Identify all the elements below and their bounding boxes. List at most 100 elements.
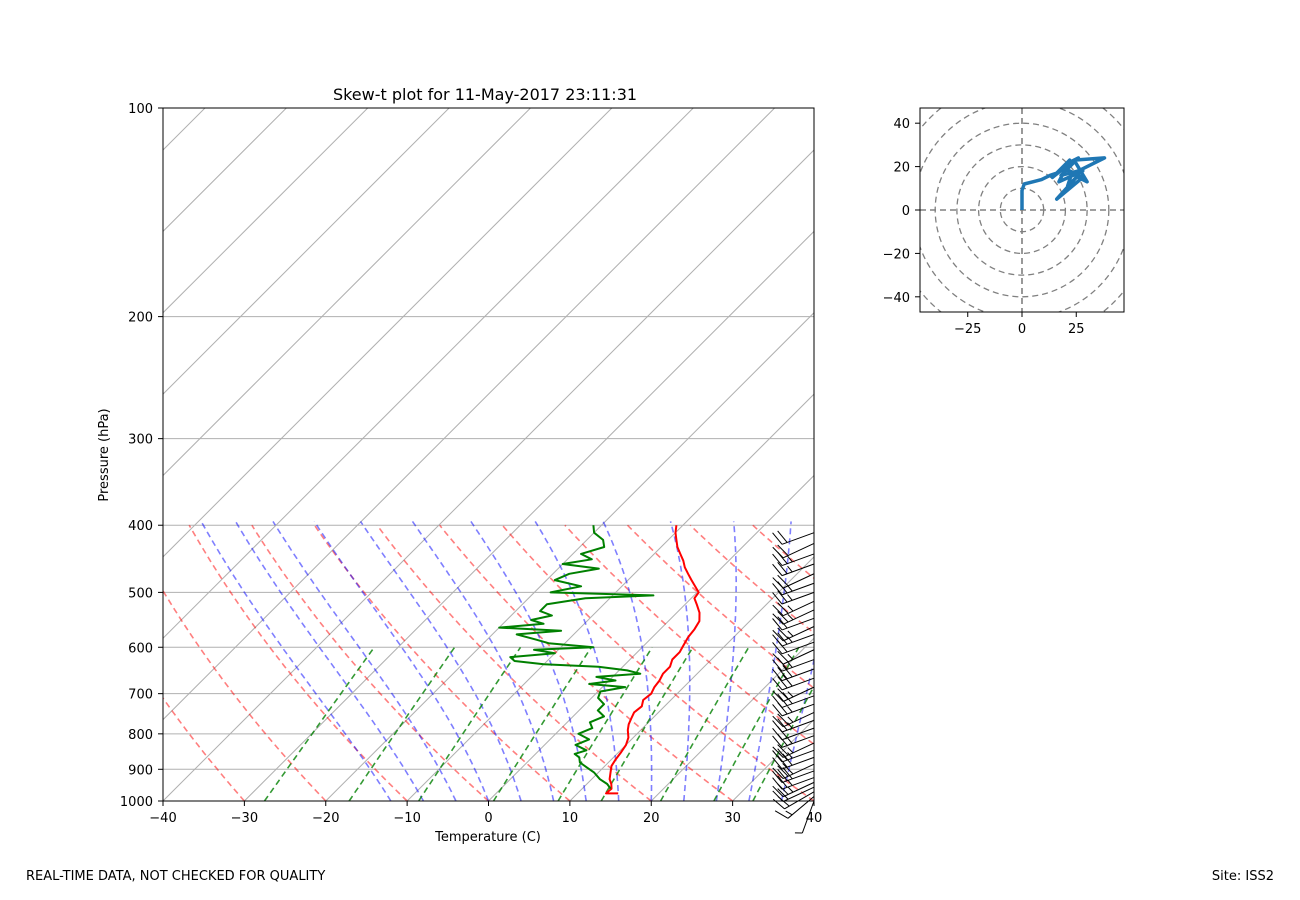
y-tick-label: 600 [128, 641, 153, 656]
isotherm-line [163, 108, 531, 477]
isotherm-line [163, 108, 287, 233]
dry-adiabat-line [815, 525, 1221, 801]
moist-adiabat-line [715, 521, 738, 801]
hodograph-y-tick-label: 0 [902, 204, 910, 219]
wind-barbs [772, 530, 815, 834]
wind-barb [772, 691, 815, 708]
dry-adiabat-line [689, 524, 814, 634]
isotherm-line [569, 556, 814, 801]
wind-barb [772, 562, 815, 577]
dry-adiabat-line [376, 524, 652, 801]
wind-barb [772, 786, 815, 802]
y-tick-label: 300 [128, 433, 153, 448]
moist-adiabat-line [534, 520, 620, 801]
wind-barb [772, 748, 815, 763]
skewt-background [163, 108, 814, 801]
hodograph-axes: −25 0 25 −40 −20 0 20 40 [883, 117, 1085, 337]
moist-adiabat-line [602, 521, 653, 801]
wind-barb [772, 686, 815, 702]
dry-adiabat-line [163, 696, 245, 801]
wind-barb [772, 718, 815, 733]
y-tick-label: 100 [128, 102, 153, 117]
y-tick-label: 700 [128, 688, 153, 703]
wind-barb [794, 800, 815, 834]
hodograph-y-tick-label: −20 [883, 247, 910, 262]
y-tick-label: 1000 [120, 795, 153, 810]
moist-adiabat-line [272, 520, 457, 801]
wind-barb [772, 626, 815, 642]
hodograph-ring [956, 144, 1088, 276]
wind-barb [772, 530, 815, 545]
hodograph-x-tick-label: 0 [1018, 322, 1026, 337]
moist-adiabat-line [359, 520, 522, 801]
y-tick-label: 500 [128, 586, 153, 601]
moist-adiabat-line [234, 520, 425, 801]
wind-barb [772, 573, 815, 589]
mixing-ratio-line [418, 646, 522, 801]
x-tick-label: 20 [643, 811, 660, 826]
skewt-ylabel: Pressure (hPa) [97, 408, 112, 501]
y-tick-label: 800 [128, 728, 153, 743]
mixing-ratio-line [600, 646, 694, 801]
mixing-ratio-line [492, 646, 592, 801]
wind-barb [772, 590, 815, 605]
y-tick-label: 400 [128, 519, 153, 534]
x-tick-label: −20 [312, 811, 339, 826]
mixing-ratio-line [263, 646, 375, 801]
hodograph: −25 0 25 −40 −20 0 20 40 [883, 107, 1125, 337]
skewt-traces [498, 525, 701, 795]
quality-disclaimer: REAL-TIME DATA, NOT CHECKED FOR QUALITY [26, 869, 326, 884]
wind-barb [772, 674, 815, 691]
mixing-ratio-line [659, 646, 750, 801]
x-tick-label: −40 [149, 811, 176, 826]
dry-adiabat-line [439, 524, 734, 801]
wind-barb [772, 600, 815, 617]
hodograph-y-tick-label: −40 [883, 291, 910, 306]
mixing-ratio-line [348, 646, 456, 801]
dry-adiabat-line [564, 524, 814, 746]
wind-barb [772, 665, 815, 682]
mixing-ratio-line [557, 646, 653, 801]
dry-adiabat-line [251, 524, 490, 801]
wind-barb [772, 742, 815, 758]
isotherm-line [163, 108, 775, 721]
x-tick-label: 10 [562, 811, 579, 826]
x-tick-label: 40 [806, 811, 823, 826]
moist-adiabat-line [813, 797, 814, 801]
moist-adiabat-line [470, 520, 587, 801]
isotherm-line [163, 149, 814, 801]
isotherm-line [244, 230, 814, 801]
moist-adiabat-line [200, 521, 392, 801]
hodograph-y-tick-label: 20 [893, 161, 910, 176]
isotherm-line [163, 108, 450, 395]
wind-barb [772, 616, 815, 631]
wind-barb [772, 763, 815, 780]
temperature-trace [605, 525, 701, 795]
y-tick-label: 200 [128, 311, 153, 326]
y-tick-label: 900 [128, 763, 153, 778]
hodograph-x-tick-label: −25 [954, 322, 981, 337]
isotherm-line [406, 393, 814, 801]
moist-adiabat-line [313, 520, 490, 801]
moist-adiabat-line [780, 656, 814, 801]
isotherm-line [163, 108, 694, 639]
x-tick-label: −30 [231, 811, 258, 826]
wind-barb [772, 781, 815, 798]
skewt-axes: −40 −30 −20 −10 0 10 20 30 40 100 200 300 400 500 600 7… [120, 102, 822, 826]
hodograph-y-tick-label: 40 [893, 117, 910, 132]
x-tick-label: 0 [484, 811, 492, 826]
moist-adiabat-line [669, 521, 691, 801]
wind-barb [772, 711, 815, 728]
isotherm-line [163, 108, 613, 558]
wind-barb [774, 796, 815, 819]
skewt-plot: −40 −30 −20 −10 0 10 20 30 401002003004005006007… [97, 102, 1221, 845]
wind-barb [772, 649, 815, 665]
skewt-xlabel: Temperature (C) [434, 830, 541, 845]
dry-adiabat-line [188, 524, 408, 801]
hodograph-trace-group [1020, 156, 1107, 210]
isotherm-line [163, 108, 369, 314]
wind-barb [772, 551, 815, 567]
skewt-title: Skew-t plot for 11-May-2017 23:11:31 [333, 85, 637, 104]
moist-adiabat-line [411, 520, 555, 801]
